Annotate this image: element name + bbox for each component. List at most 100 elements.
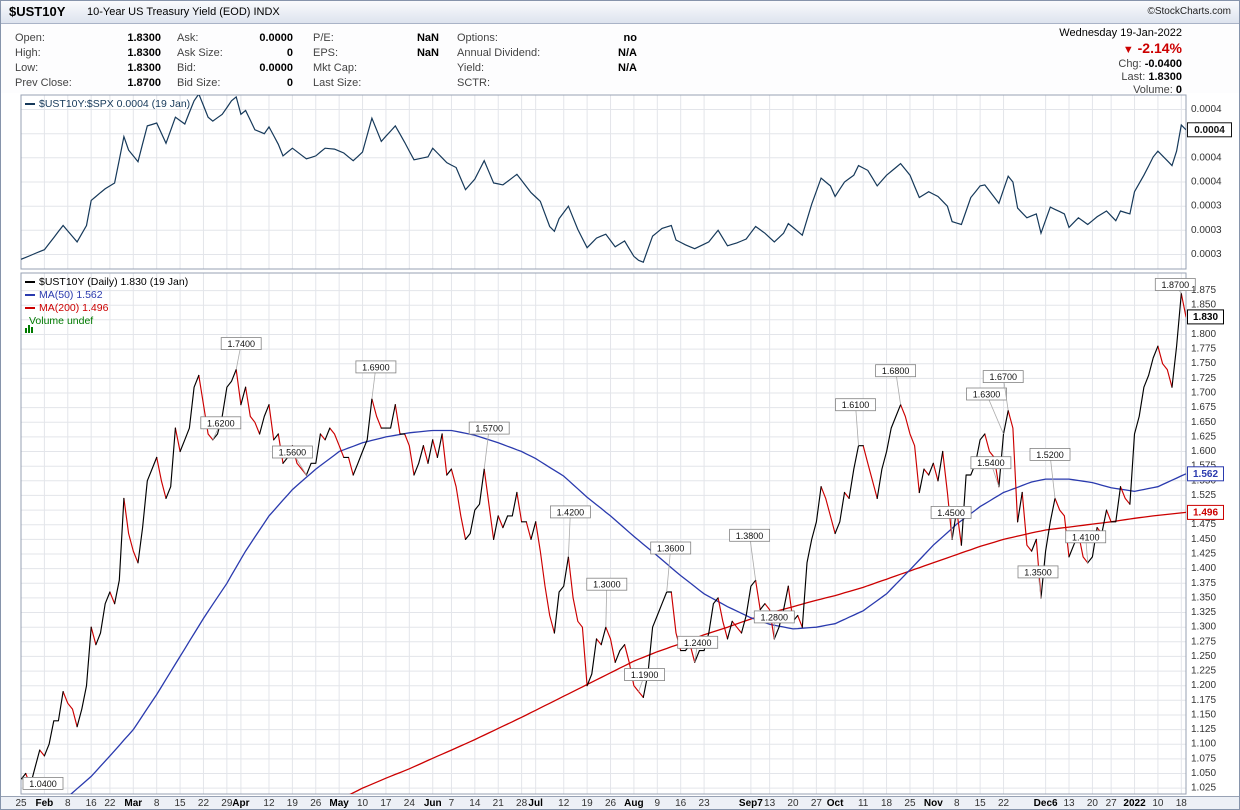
x-tick-label: 17 <box>380 798 392 809</box>
x-tick-label: 12 <box>558 798 570 809</box>
down-arrow-icon: ▼ <box>1122 44 1134 56</box>
svg-text:1.2800: 1.2800 <box>761 612 789 622</box>
svg-text:1.525: 1.525 <box>1191 490 1216 501</box>
last-price-box: 1.830 <box>1187 309 1224 325</box>
price-callout: 1.4200 <box>550 505 591 557</box>
x-tick-label: 27 <box>1105 798 1117 809</box>
x-tick-label: 8 <box>153 798 160 809</box>
svg-text:1.375: 1.375 <box>1191 578 1216 589</box>
svg-text:1.6200: 1.6200 <box>207 418 235 428</box>
svg-text:1.1900: 1.1900 <box>631 670 659 680</box>
svg-text:0.0004: 0.0004 <box>1191 104 1222 115</box>
copyright: ©StockCharts.com <box>1147 6 1231 17</box>
svg-text:1.800: 1.800 <box>1191 329 1216 340</box>
svg-text:1.075: 1.075 <box>1191 753 1216 764</box>
annual-dividend-value: N/A <box>618 47 637 59</box>
x-tick-label: 12 <box>263 798 275 809</box>
x-tick-label: Feb <box>35 798 54 809</box>
x-tick-label: 20 <box>787 798 799 809</box>
mkt-cap-label: Mkt Cap: <box>313 62 358 74</box>
x-tick-label: 25 <box>15 798 27 809</box>
ask-size-value: 0 <box>286 47 293 59</box>
x-tick-label: 13 <box>1063 798 1075 809</box>
price-callout: 1.4500 <box>930 505 972 540</box>
svg-text:1.5200: 1.5200 <box>1036 450 1064 460</box>
price-callout: 1.5600 <box>271 445 313 476</box>
svg-text:0.0003: 0.0003 <box>1191 201 1222 212</box>
svg-text:1.5600: 1.5600 <box>279 447 307 457</box>
svg-text:1.562: 1.562 <box>1193 469 1218 480</box>
svg-text:1.575: 1.575 <box>1191 461 1216 472</box>
x-tick-label: 18 <box>1175 798 1187 809</box>
last-size-label: Last Size: <box>313 77 362 89</box>
svg-text:0.0004: 0.0004 <box>1194 125 1225 136</box>
svg-text:1.850: 1.850 <box>1191 300 1216 311</box>
svg-text:0.0004: 0.0004 <box>1191 152 1222 163</box>
yield-value: N/A <box>618 62 637 74</box>
ratio-panel-svg: 0.0004 0.0004 0.0004 0.0004 0.0003 0.0003 0.00… <box>1 93 1239 271</box>
x-tick-label: 15 <box>174 798 186 809</box>
svg-text:1.025: 1.025 <box>1191 783 1216 794</box>
price-callouts: 1.0400 1.7400 1.6200 1.5600 1.6900 1.5700 1.42… <box>20 278 1196 790</box>
price-callout: 1.3800 <box>729 528 770 581</box>
low-value: 1.8300 <box>127 62 161 74</box>
ma200-line <box>349 511 1186 794</box>
x-tick-label: Sep7 <box>738 798 763 809</box>
x-tick-label: Oct <box>826 798 844 809</box>
last-row: Last: 1.8300 <box>1121 71 1182 83</box>
price-callout: 1.5200 <box>1029 447 1071 499</box>
x-tick-label: Aug <box>624 798 644 809</box>
x-tick-label: Dec6 <box>1033 798 1058 809</box>
pe-label: P/E: <box>313 32 334 44</box>
svg-text:1.050: 1.050 <box>1191 768 1216 779</box>
svg-text:1.200: 1.200 <box>1191 680 1216 691</box>
x-tick-label: 18 <box>880 798 893 809</box>
svg-text:1.6800: 1.6800 <box>882 366 910 376</box>
x-tick-label: 21 <box>492 798 504 809</box>
svg-text:1.5400: 1.5400 <box>977 458 1005 468</box>
svg-text:1.875: 1.875 <box>1191 285 1216 296</box>
x-tick-label: 22 <box>997 798 1010 809</box>
price-callout: 1.6200 <box>200 416 242 440</box>
x-tick-label: 23 <box>698 798 710 809</box>
x-tick-label: 9 <box>654 798 661 809</box>
svg-text:1.4200: 1.4200 <box>557 507 585 517</box>
volume-value: 0 <box>1175 84 1182 96</box>
svg-text:1.3500: 1.3500 <box>1024 567 1052 577</box>
svg-text:1.150: 1.150 <box>1191 709 1216 720</box>
main-plot-border <box>20 272 1187 795</box>
ratio-plot-border <box>20 94 1187 270</box>
x-tick-label: 13 <box>764 798 776 809</box>
ask-size-label: Ask Size: <box>177 47 223 59</box>
eps-value: NaN <box>416 47 439 59</box>
x-tick-label: 2022 <box>1123 798 1146 809</box>
quote-panel: Open: 1.8300 High: 1.8300 Low: 1.8300 Prev … <box>1 24 1239 96</box>
svg-text:1.175: 1.175 <box>1191 695 1216 706</box>
bid-label: Bid: <box>177 62 196 74</box>
svg-text:1.750: 1.750 <box>1191 358 1216 369</box>
open-label: Open: <box>15 32 45 44</box>
x-tick-label: 28 <box>516 798 528 809</box>
main-grid <box>20 273 1186 794</box>
open-value: 1.8300 <box>127 32 161 44</box>
svg-text:1.6700: 1.6700 <box>989 372 1017 382</box>
svg-text:1.125: 1.125 <box>1191 724 1216 735</box>
svg-text:0.0003: 0.0003 <box>1191 249 1222 260</box>
high-value: 1.8300 <box>127 47 161 59</box>
price-callout: 1.3000 <box>586 577 628 628</box>
low-label: Low: <box>15 62 39 74</box>
bid-size-label: Bid Size: <box>177 77 221 89</box>
x-tick-label: 10 <box>1152 798 1164 809</box>
x-tick-label: Apr <box>232 798 250 809</box>
x-tick-label: 14 <box>469 798 481 809</box>
change-value: -0.0400 <box>1144 58 1182 70</box>
svg-text:1.2400: 1.2400 <box>684 638 712 648</box>
ask-label: Ask: <box>177 32 199 44</box>
x-axis: 25 Feb 8 16 22 Mar 8 15 22 29 Apr 12 19 26 May 10 17 24 Ju… <box>1 796 1239 809</box>
main-y-axis-labels: 1.8751.8501.8251.8001.7751.7501.7251.700… <box>1191 285 1216 794</box>
chart-header: $UST10Y 10-Year US Treasury Yield (EOD) … <box>1 1 1239 24</box>
symbol: $UST10Y <box>9 4 66 19</box>
price-callout: 1.2800 <box>753 610 795 639</box>
percent-change: ▼ -2.14% <box>1059 40 1182 58</box>
